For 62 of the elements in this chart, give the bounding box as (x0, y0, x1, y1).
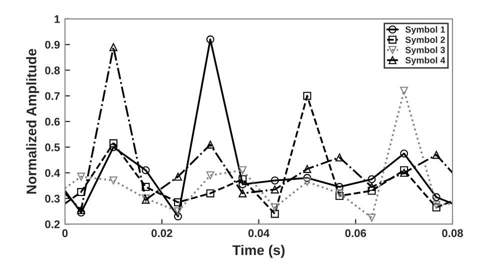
y-tick-label: 0.3 (45, 194, 60, 203)
point (303, 164, 312, 173)
y-tick-label: 0.5 (45, 143, 60, 152)
point (238, 180, 247, 188)
y-tick-label: 0.7 (45, 92, 60, 100)
point (174, 207, 182, 216)
point (238, 189, 247, 198)
point (206, 171, 214, 180)
point (336, 192, 344, 200)
point (174, 198, 182, 206)
point (77, 172, 86, 181)
point (270, 176, 279, 184)
point (432, 193, 440, 202)
point (368, 175, 376, 184)
point (336, 189, 344, 198)
point (303, 92, 312, 100)
legend-label: Symbol 4 (405, 56, 446, 66)
legend-label: Symbol 3 (405, 46, 445, 55)
point (109, 176, 118, 184)
point (206, 140, 214, 149)
point (206, 35, 214, 44)
point (336, 153, 344, 162)
point (142, 182, 150, 191)
point (400, 86, 408, 95)
legend-label: Symbol 2 (405, 36, 445, 45)
point (174, 172, 182, 181)
point (206, 189, 214, 198)
y-tick-label: 0.6 (45, 118, 60, 126)
point (77, 188, 86, 196)
point (303, 178, 312, 186)
point (174, 212, 182, 220)
point (400, 150, 408, 158)
x-tick-label: 0 (62, 229, 68, 238)
point (238, 175, 247, 184)
y-tick-label: 0.4 (45, 169, 60, 177)
y-tick-label: 0.8 (45, 66, 60, 74)
point (303, 174, 312, 182)
legend-label: Symbol 1 (405, 26, 446, 35)
y-axis-title: Normalized Amplitude (26, 48, 40, 194)
point (270, 210, 279, 218)
y-tick-label: 1 (54, 15, 60, 23)
x-axis-title: Time (s) (232, 244, 285, 258)
point (109, 43, 118, 52)
point (432, 150, 440, 159)
x-tick-label: 0.06 (345, 229, 366, 238)
x-tick-label: 0.04 (248, 229, 270, 238)
point (336, 182, 344, 191)
point (400, 166, 408, 174)
point (368, 186, 376, 195)
point (270, 185, 279, 194)
x-tick-label: 0.02 (152, 229, 172, 238)
point (109, 139, 118, 148)
point (432, 200, 440, 209)
x-tick-label: 0.08 (442, 229, 463, 238)
y-tick-label: 0.2 (45, 220, 60, 228)
point (142, 166, 150, 174)
point (432, 203, 440, 212)
point (400, 168, 408, 177)
y-tick-label: 0.9 (45, 40, 60, 49)
point (368, 214, 376, 222)
point (238, 166, 247, 174)
point (270, 203, 279, 212)
